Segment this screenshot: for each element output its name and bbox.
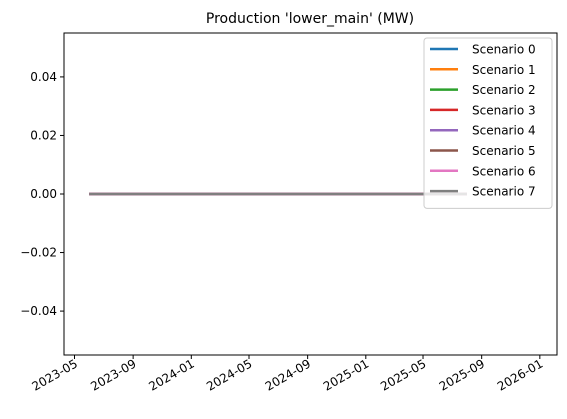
x-tick-label: 2025-05 (378, 356, 428, 393)
x-tick-label: 2023-05 (30, 356, 80, 393)
y-tick-label: 0.04 (30, 70, 57, 84)
x-tick-label: 2025-01 (321, 356, 371, 393)
y-tick-label: −0.04 (20, 304, 57, 318)
legend-label: Scenario 5 (472, 144, 536, 158)
legend-label: Scenario 4 (472, 124, 536, 138)
y-axis: 0.04 0.02 0.00 −0.02 −0.04 (20, 70, 64, 318)
chart-title: Production 'lower_main' (MW) (206, 11, 414, 27)
x-axis: 2023-05 2023-09 2024-01 2024-05 2024-09 2025-… (30, 355, 545, 394)
legend-label: Scenario 7 (472, 185, 536, 199)
legend-label: Scenario 1 (472, 63, 536, 77)
y-tick-label: 0.02 (30, 128, 57, 142)
legend-label: Scenario 0 (472, 43, 536, 57)
legend-box (423, 37, 553, 209)
legend-label: Scenario 3 (472, 103, 536, 117)
x-tick-label: 2024-05 (204, 356, 254, 393)
legend-label: Scenario 6 (472, 164, 536, 178)
y-tick-label: 0.00 (30, 187, 57, 201)
x-tick-label: 2026-01 (495, 356, 545, 393)
x-tick-label: 2023-09 (88, 356, 138, 393)
y-tick-label: −0.02 (20, 246, 57, 260)
legend: Scenario 0 Scenario 1 Scenario 2 Scenario 3… (423, 37, 553, 209)
x-tick-label: 2025-09 (437, 356, 487, 393)
plot-frame (63, 32, 558, 356)
x-tick-label: 2024-09 (263, 356, 313, 393)
legend-label: Scenario 2 (472, 83, 536, 97)
x-tick-label: 2024-01 (146, 356, 196, 393)
